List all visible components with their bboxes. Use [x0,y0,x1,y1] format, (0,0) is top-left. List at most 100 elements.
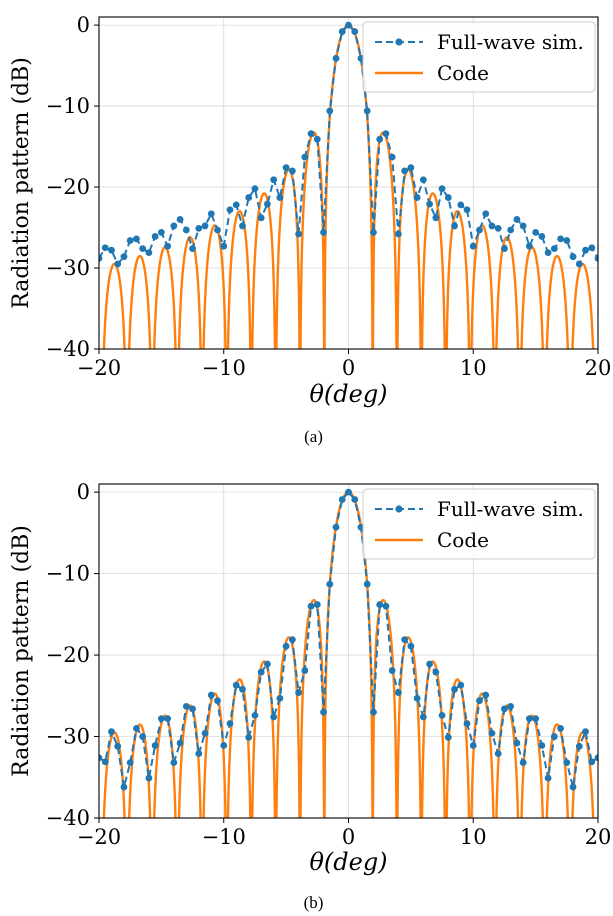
data-point-full-wave [99,254,103,262]
data-point-full-wave [239,685,246,693]
data-point-full-wave [170,759,178,766]
data-point-full-wave [582,246,589,254]
data-point-full-wave [232,201,240,209]
data-point-full-wave [457,201,465,209]
data-point-full-wave [264,660,271,668]
data-point-full-wave [214,697,221,705]
data-point-full-wave [488,729,496,737]
data-point-full-wave [538,742,546,749]
data-point-full-wave [476,226,483,234]
data-point-full-wave [226,720,234,727]
data-point-full-wave [126,237,134,244]
data-point-full-wave [332,523,340,531]
data-point-full-wave [326,580,334,588]
data-point-full-wave [438,711,446,719]
legend-label-full-wave: Full-wave sim. [437,30,584,54]
data-point-full-wave [525,715,533,723]
data-point-full-wave [463,720,471,727]
data-point-full-wave [376,601,384,608]
x-tick-label: −10 [202,356,246,380]
data-point-full-wave [326,107,334,115]
data-point-full-wave [582,728,589,736]
data-point-full-wave [108,728,115,736]
data-point-full-wave [139,245,147,252]
data-point-full-wave [538,233,546,240]
data-point-full-wave [313,601,321,608]
series-line-full-wave [99,23,598,266]
data-point-full-wave [469,742,477,749]
data-point-full-wave [569,783,577,791]
data-point-full-wave [245,194,253,201]
data-point-full-wave [370,229,377,236]
data-point-full-wave [220,242,228,250]
data-point-full-wave [251,185,259,193]
series-line-full-wave [99,490,598,788]
data-point-full-wave [133,724,140,732]
data-point-full-wave [320,229,327,236]
data-point-full-wave [301,667,309,674]
data-point-full-wave [239,222,246,230]
data-point-full-wave [182,703,190,710]
data-point-full-wave [245,733,253,741]
data-point-full-wave [164,715,172,723]
data-point-full-wave [313,135,321,143]
x-tick-label: 10 [460,825,487,849]
y-tick-label: −40 [46,337,90,361]
data-point-full-wave [482,691,490,699]
data-point-full-wave [401,636,409,643]
data-point-full-wave [307,602,315,610]
data-point-full-wave [444,194,452,201]
data-point-full-wave [133,235,140,243]
data-point-full-wave [157,715,165,723]
data-point-full-wave [388,153,396,161]
legend-box [362,488,596,560]
data-point-full-wave [214,226,221,234]
data-point-full-wave [189,245,196,252]
data-point-full-wave [594,754,598,762]
data-point-full-wave [120,783,128,791]
data-point-full-wave [432,214,440,222]
data-point-full-wave [164,242,172,250]
data-point-full-wave [270,713,278,721]
data-point-full-wave [413,694,421,702]
data-point-full-wave [388,667,396,674]
y-tick-label: −30 [46,725,90,749]
data-point-full-wave [494,224,502,232]
data-point-full-wave [157,229,165,236]
data-point-full-wave [114,742,122,750]
chart-panel-a: −20 −10 0 10 20 0 −10 −20 −30 −40 θ(deg) Radiation … [9,13,611,446]
data-point-full-wave [457,681,465,689]
data-point-full-wave [295,230,302,238]
data-point-full-wave [532,715,540,723]
data-point-full-wave [320,708,327,716]
data-point-full-wave [195,750,203,758]
data-point-full-wave [407,164,415,172]
y-axis-label: Radiation pattern (dB) [9,57,34,309]
data-point-full-wave [145,249,153,257]
data-point-full-wave [419,176,427,184]
data-point-full-wave [282,164,290,172]
data-point-full-wave [99,754,103,762]
data-point-full-wave [438,185,446,193]
data-point-full-wave [251,711,259,719]
data-point-full-wave [338,496,346,503]
data-point-full-wave [488,222,496,230]
data-point-full-wave [264,200,271,208]
data-point-full-wave [126,759,134,766]
y-tick-label: −10 [46,94,90,118]
data-point-full-wave [257,668,265,676]
data-point-full-wave [550,733,558,740]
data-point-full-wave [382,130,390,138]
x-tick-label: 10 [460,356,487,380]
data-point-full-wave [108,246,115,254]
data-point-full-wave [501,245,508,252]
data-point-full-wave [519,222,527,230]
legend: Full-wave sim. Code [362,21,596,93]
data-point-full-wave [120,253,128,261]
legend-box [362,21,596,93]
data-point-full-wave [482,210,490,218]
chart-panel-b: −20 −10 0 10 20 0 −10 −20 −30 −40 θ(deg) Radiation … [9,480,611,912]
data-point-full-wave [139,733,147,740]
y-tick-label: −20 [46,175,90,199]
data-point-full-wave [351,28,359,35]
